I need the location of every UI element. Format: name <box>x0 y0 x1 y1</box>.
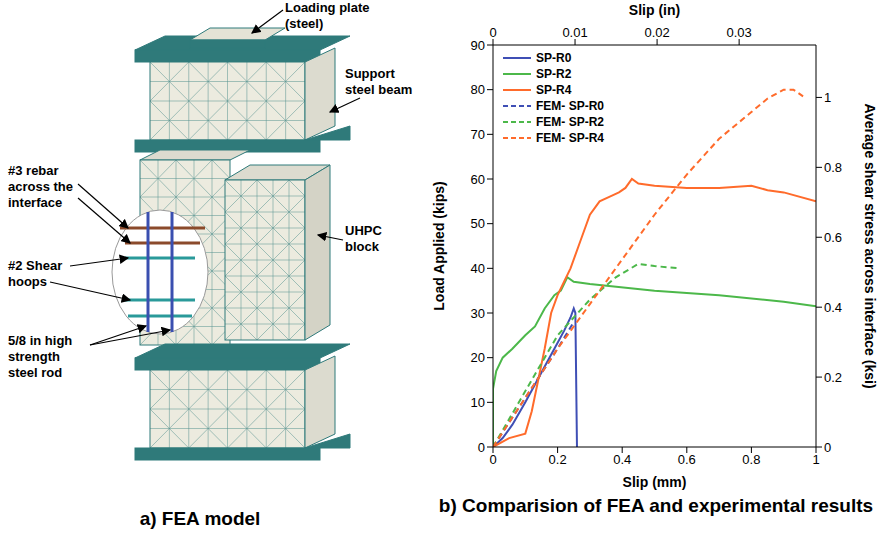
svg-text:40: 40 <box>471 261 485 276</box>
svg-text:0.02: 0.02 <box>644 25 669 40</box>
svg-text:30: 30 <box>471 306 485 321</box>
svg-text:0.03: 0.03 <box>726 25 751 40</box>
svg-text:#2 Shearhoops: #2 Shearhoops <box>8 258 62 289</box>
svg-text:0: 0 <box>824 440 831 455</box>
svg-text:90: 90 <box>471 38 485 53</box>
svg-text:20: 20 <box>471 350 485 365</box>
svg-text:0.6: 0.6 <box>824 230 842 245</box>
svg-text:50: 50 <box>471 216 485 231</box>
svg-text:Slip (mm): Slip (mm) <box>623 474 687 490</box>
svg-text:80: 80 <box>471 82 485 97</box>
svg-text:#3 rebaracross theinterface: #3 rebaracross theinterface <box>8 163 73 210</box>
html-text:FEM- SP-R4: FEM- SP-R4 <box>536 131 604 145</box>
svg-text:0.4: 0.4 <box>824 300 842 315</box>
svg-text:0.01: 0.01 <box>562 25 587 40</box>
svg-text:0.8: 0.8 <box>824 160 842 175</box>
svg-text:1: 1 <box>812 452 819 467</box>
svg-text:Average shear stress across in: Average shear stress across interface (k… <box>862 103 878 388</box>
svg-text:0.8: 0.8 <box>742 452 760 467</box>
html-text:FEM- SP-R0: FEM- SP-R0 <box>536 99 604 113</box>
svg-text:Slip (in): Slip (in) <box>629 2 680 18</box>
svg-text:60: 60 <box>471 172 485 187</box>
html-text:SP-R0: SP-R0 <box>536 51 572 65</box>
svg-text:0.4: 0.4 <box>613 452 631 467</box>
html-text:SP-R2: SP-R2 <box>536 67 572 81</box>
svg-text:0: 0 <box>489 452 496 467</box>
svg-text:10: 10 <box>471 395 485 410</box>
html-text:b) Comparision of FEA and expe: b) Comparision of FEA and experimental r… <box>438 495 874 516</box>
svg-text:Load Applied (kips): Load Applied (kips) <box>431 181 447 310</box>
svg-text:Supportsteel beam: Supportsteel beam <box>345 66 412 97</box>
svg-text:0.2: 0.2 <box>549 452 567 467</box>
html-text:SP-R4: SP-R4 <box>536 83 572 97</box>
svg-text:0: 0 <box>478 440 485 455</box>
svg-text:UHPCblock: UHPCblock <box>345 223 382 254</box>
svg-text:0.6: 0.6 <box>678 452 696 467</box>
html-text:FEM- SP-R2: FEM- SP-R2 <box>536 115 604 129</box>
svg-text:1: 1 <box>824 90 831 105</box>
svg-text:0.2: 0.2 <box>824 370 842 385</box>
svg-text:5/8 in highstrengthsteel rod: 5/8 in highstrengthsteel rod <box>8 333 72 380</box>
svg-text:Loading plate(steel): Loading plate(steel) <box>285 0 370 31</box>
svg-text:0: 0 <box>489 25 496 40</box>
svg-text:a) FEA model: a) FEA model <box>140 508 261 529</box>
svg-text:70: 70 <box>471 127 485 142</box>
